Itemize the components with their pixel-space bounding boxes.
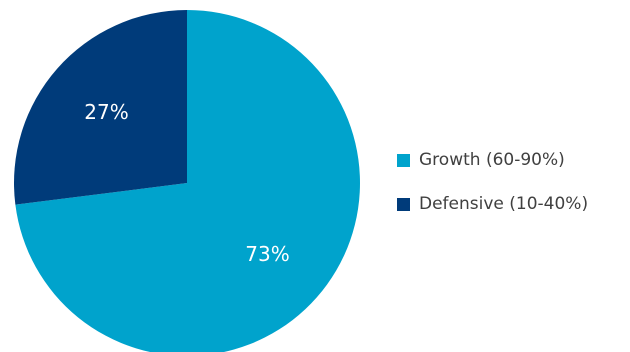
slice-label-growth: 73% bbox=[245, 242, 289, 266]
slice-label-defensive: 27% bbox=[84, 100, 128, 124]
legend-swatch-defensive bbox=[397, 197, 410, 211]
legend-item-growth: Growth (60-90%) bbox=[397, 148, 588, 172]
pie-slice-growth bbox=[15, 10, 360, 352]
pie-slice-defensive bbox=[13, 9, 187, 205]
legend-label-defensive: Defensive (10-40%) bbox=[419, 194, 589, 214]
legend-swatch-growth bbox=[397, 153, 410, 167]
legend: Growth (60-90%) Defensive (10-40%) bbox=[397, 148, 588, 236]
legend-label-growth: Growth (60-90%) bbox=[419, 150, 565, 170]
legend-item-defensive: Defensive (10-40%) bbox=[397, 192, 588, 216]
